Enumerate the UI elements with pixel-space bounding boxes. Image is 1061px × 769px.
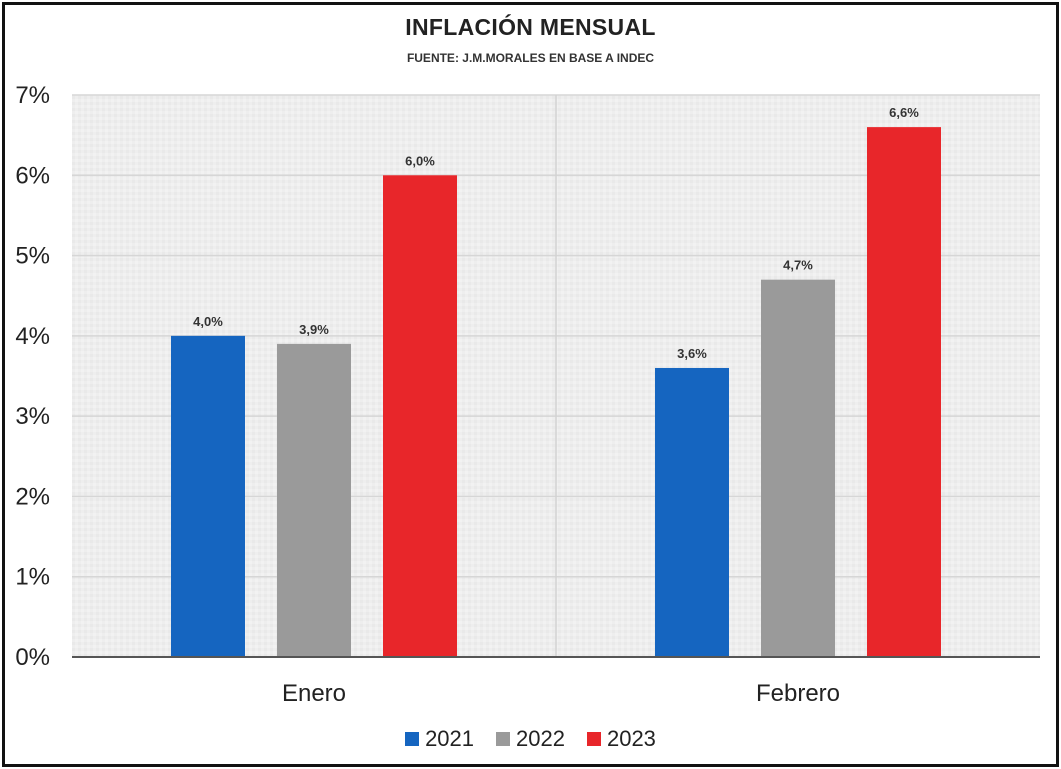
bar bbox=[655, 367, 729, 657]
legend-label: 2021 bbox=[425, 726, 475, 751]
legend-swatch bbox=[405, 732, 420, 746]
data-label: 3,6% bbox=[677, 346, 707, 361]
bar bbox=[383, 175, 457, 658]
legend-swatch bbox=[496, 732, 511, 746]
chart-subtitle: FUENTE: J.M.MORALES EN BASE A INDEC bbox=[406, 51, 655, 65]
data-label: 4,0% bbox=[193, 314, 223, 329]
legend-item: 2022 bbox=[496, 726, 565, 752]
data-label: 6,0% bbox=[405, 153, 435, 168]
x-category-label: Enero bbox=[282, 680, 346, 707]
chart-legend: 2021 2022 2023 bbox=[0, 726, 1061, 752]
chart-title: INFLACIÓN MENSUAL bbox=[405, 14, 656, 40]
legend-item: 2021 bbox=[405, 726, 474, 752]
y-tick-label: 0% bbox=[15, 644, 50, 671]
legend-swatch bbox=[586, 732, 601, 746]
bar bbox=[761, 279, 835, 657]
y-tick-label: 6% bbox=[15, 162, 50, 189]
bar bbox=[171, 335, 245, 657]
data-label: 4,7% bbox=[783, 258, 813, 273]
legend-label: 2022 bbox=[516, 726, 565, 751]
legend-label: 2023 bbox=[606, 726, 656, 751]
y-tick-label: 3% bbox=[15, 403, 50, 430]
y-tick-label: 4% bbox=[15, 323, 50, 350]
data-label: 6,6% bbox=[889, 105, 919, 120]
y-tick-label: 1% bbox=[15, 564, 50, 591]
legend-item: 2023 bbox=[586, 726, 656, 752]
bar bbox=[277, 343, 351, 657]
y-tick-label: 7% bbox=[15, 82, 50, 109]
y-tick-label: 5% bbox=[15, 243, 50, 270]
y-tick-label: 2% bbox=[15, 483, 50, 510]
data-label: 3,9% bbox=[299, 322, 329, 337]
bar bbox=[867, 127, 941, 658]
x-category-label: Febrero bbox=[756, 680, 840, 707]
